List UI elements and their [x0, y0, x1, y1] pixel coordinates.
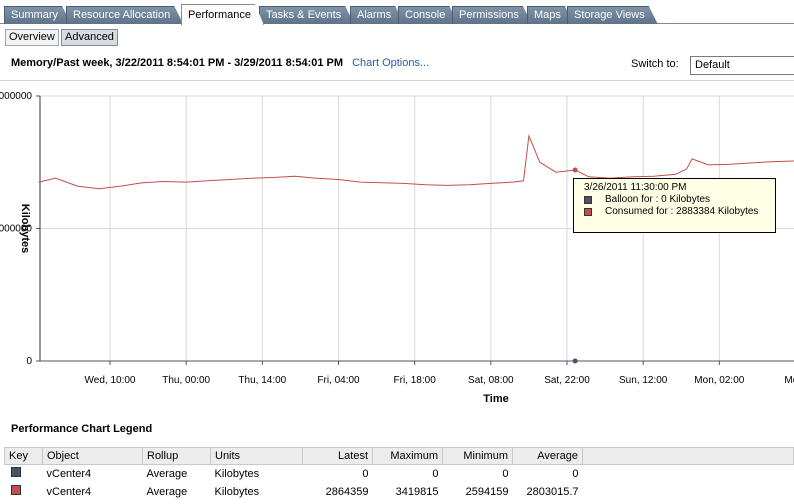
- balloon-point-marker: [572, 358, 578, 364]
- overview-button[interactable]: Overview: [5, 29, 59, 46]
- tooltip-balloon-row: Balloon for : 0 Kilobytes: [584, 194, 775, 206]
- col-units[interactable]: Units: [210, 447, 303, 465]
- consumed-point-marker: [572, 167, 578, 173]
- cell-units: Kilobytes: [214, 485, 260, 498]
- x-tick-label: Sun, 12:00: [619, 375, 668, 386]
- cell-average: 0: [572, 467, 579, 480]
- cell-object: vCenter4: [46, 467, 92, 480]
- x-tick-label: Thu, 00:00: [162, 375, 210, 386]
- tooltip-time: 3/26/2011 11:30:00 PM: [584, 182, 687, 193]
- chart-header: Memory/Past week, 3/22/2011 8:54:01 PM -…: [11, 57, 429, 73]
- tab-storage-views[interactable]: Storage Views: [567, 6, 658, 24]
- consumed-swatch: [584, 208, 592, 216]
- cell-units: Kilobytes: [214, 467, 260, 480]
- cell-rollup: Average: [146, 467, 188, 480]
- cell-minimum: 0: [502, 467, 509, 480]
- col-latest[interactable]: Latest: [302, 447, 373, 465]
- chart-tooltip: 3/26/2011 11:30:00 PM Balloon for : 0 Ki…: [573, 178, 776, 233]
- col-filler: [582, 447, 794, 465]
- col-rollup[interactable]: Rollup: [142, 447, 211, 465]
- tab-maps[interactable]: Maps: [527, 6, 574, 24]
- cell-maximum: 0: [432, 467, 439, 480]
- legend-title: Performance Chart Legend: [11, 423, 153, 435]
- x-tick-label: Sat, 08:00: [468, 375, 514, 386]
- y-axis-title: Kilobytes: [19, 204, 31, 254]
- x-tick-label: Fri, 04:00: [317, 375, 360, 386]
- tab-summary[interactable]: Summary: [4, 6, 71, 24]
- tab-tasks-events[interactable]: Tasks & Events: [259, 6, 354, 24]
- col-key[interactable]: Key: [4, 447, 43, 465]
- tab-permissions[interactable]: Permissions: [452, 6, 532, 24]
- y-tick-label: 2000000: [0, 224, 32, 235]
- cell-average: 2803015.7: [526, 485, 579, 498]
- cell-minimum: 2594159: [465, 485, 509, 498]
- legend-key: [5, 483, 43, 501]
- tab-alarms[interactable]: Alarms: [350, 6, 404, 24]
- col-maximum[interactable]: Maximum: [372, 447, 443, 465]
- cell-latest: 2864359: [325, 485, 369, 498]
- x-tick-label: Sat, 22:00: [544, 375, 590, 386]
- header-divider: [0, 80, 794, 81]
- col-minimum[interactable]: Minimum: [442, 447, 513, 465]
- chart-options-link[interactable]: Chart Options...: [352, 57, 430, 69]
- switch-to-label: Switch to:: [631, 58, 679, 70]
- cell-maximum: 3419815: [395, 485, 439, 498]
- cell-filler: [583, 465, 794, 483]
- x-tick-label: Fri, 18:00: [394, 375, 437, 386]
- x-tick-label: Wed, 10:00: [85, 375, 136, 386]
- legend-key: [5, 465, 43, 483]
- x-tick-label: Mon, 02:00: [694, 375, 744, 386]
- col-object[interactable]: Object: [42, 447, 143, 465]
- tooltip-consumed-row: Consumed for : 2883384 Kilobytes: [584, 206, 775, 218]
- view-switcher: Overview Advanced: [0, 26, 794, 48]
- tab-console[interactable]: Console: [398, 6, 458, 24]
- performance-chart: Wed, 10:00 Thu, 00:00 Thu, 14:00 Fri, 04:00…: [0, 91, 794, 405]
- balloon-swatch: [584, 196, 592, 204]
- tooltip-balloon-text: Balloon for : 0 Kilobytes: [605, 194, 711, 205]
- table-row[interactable]: vCenter4 Average Kilobytes 2864359 34198…: [5, 483, 794, 501]
- x-tick-label: Mon,: [784, 375, 794, 386]
- y-tick-label: 0: [26, 356, 32, 367]
- x-tick-label: Thu, 14:00: [238, 375, 286, 386]
- cell-filler: [583, 483, 794, 501]
- switch-to-select[interactable]: Default: [690, 56, 794, 75]
- tab-resource-allocation[interactable]: Resource Allocation: [66, 6, 183, 24]
- col-average[interactable]: Average: [512, 447, 583, 465]
- cell-rollup: Average: [146, 485, 188, 498]
- tab-performance[interactable]: Performance: [181, 4, 264, 25]
- cell-object: vCenter4: [46, 485, 92, 498]
- y-tick-label: 4000000: [0, 91, 32, 102]
- x-axis-title: Time: [483, 393, 508, 405]
- series-consumed-line: [38, 133, 794, 190]
- tab-strip: Summary Resource Allocation Tasks & Even…: [0, 0, 794, 24]
- legend-table: Key Object Rollup Units Latest Maximum M…: [4, 447, 794, 501]
- chart-title: Memory/Past week, 3/22/2011 8:54:01 PM -…: [11, 57, 344, 69]
- tooltip-consumed-text: Consumed for : 2883384 Kilobytes: [605, 206, 759, 217]
- cell-latest: 0: [362, 467, 369, 480]
- table-row[interactable]: vCenter4 Average Kilobytes 0 0 0 0: [5, 465, 794, 483]
- legend-header-row: Key Object Rollup Units Latest Maximum M…: [4, 447, 794, 465]
- key-swatch-balloon: [10, 467, 21, 478]
- key-swatch-consumed: [10, 485, 21, 495]
- advanced-button[interactable]: Advanced: [61, 29, 118, 46]
